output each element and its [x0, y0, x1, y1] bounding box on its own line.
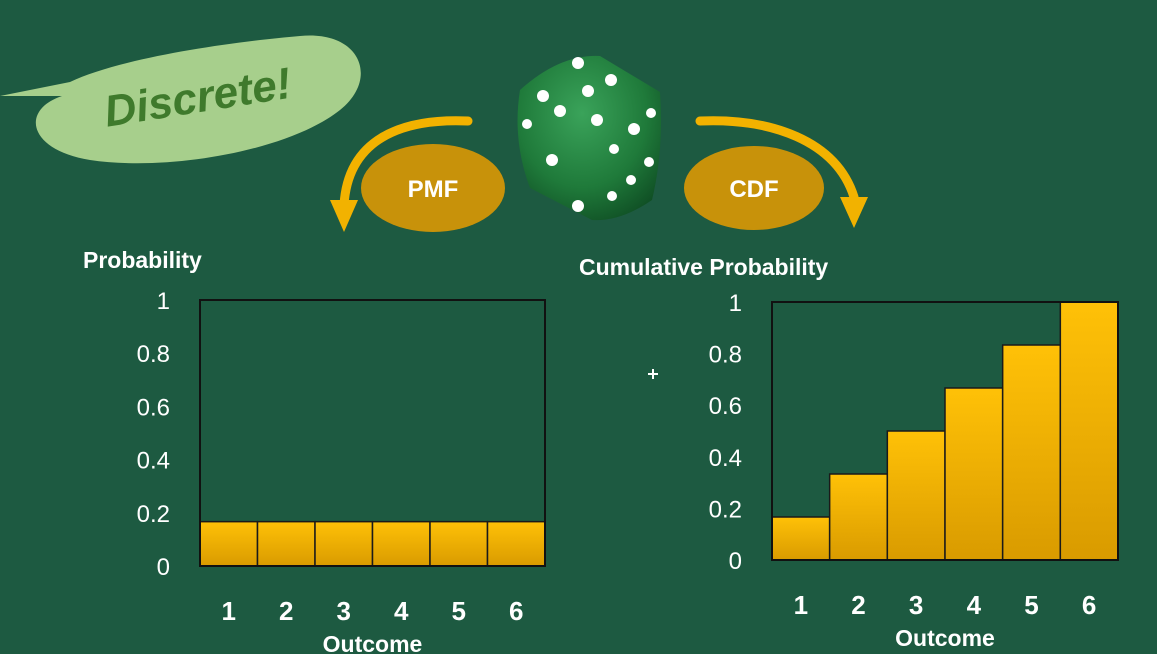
y-tick-label: 0: [157, 554, 170, 581]
bar-3: [886, 430, 946, 561]
bar-6: [1059, 301, 1119, 561]
bar-4: [371, 520, 431, 567]
x-tick-label: 6: [509, 596, 523, 626]
x-axis-title: Outcome: [323, 631, 423, 654]
y-axis-title: Probability: [83, 247, 202, 273]
y-tick-label: 0.2: [137, 501, 170, 528]
x-tick-label: 4: [967, 590, 982, 620]
bar-6: [486, 520, 546, 567]
x-tick-label: 2: [279, 596, 293, 626]
y-tick-label: 0.8: [709, 342, 742, 369]
pmf-badge: PMF: [361, 144, 505, 232]
cdf-label: CDF: [729, 176, 778, 203]
x-tick-label: 2: [851, 590, 865, 620]
x-tick-label: 3: [337, 596, 351, 626]
x-axis-title: Outcome: [895, 625, 995, 651]
y-tick-label: 1: [729, 290, 742, 317]
y-tick-label: 1: [157, 288, 170, 315]
x-tick-label: 3: [909, 590, 923, 620]
x-tick-label: 5: [1024, 590, 1038, 620]
speech-bubble: Discrete!: [0, 35, 361, 164]
y-tick-label: 0.4: [137, 448, 170, 475]
crosshair-cursor-icon: [648, 369, 658, 379]
x-tick-label: 5: [452, 596, 466, 626]
x-tick-label: 4: [394, 596, 409, 626]
plot-frame: [771, 301, 1119, 561]
pmf-label: PMF: [408, 176, 459, 203]
die-icon: [517, 55, 661, 221]
pmf-chart: Probability 0 0.2 0.4 0.6 0.8 1 1 2 3 4 5 6 Outcome: [83, 247, 546, 654]
pmf-arrow-icon: [330, 116, 473, 232]
y-tick-label: 0.6: [709, 393, 742, 420]
speech-bubble-shape: [0, 35, 361, 164]
x-tick-label: 6: [1082, 590, 1096, 620]
bar-1: [771, 516, 831, 561]
cdf-chart: Cumulative Probability 0 0.2 0.4 0.6 0.8 1 1 2 3 4…: [579, 254, 1119, 651]
y-tick-label: 0.2: [709, 496, 742, 523]
plot-frame: [199, 299, 546, 567]
cdf-badge: CDF: [684, 146, 824, 230]
bar-2: [256, 520, 316, 567]
x-tick-label: 1: [222, 596, 236, 626]
y-tick-label: 0: [729, 548, 742, 575]
bar-4: [944, 387, 1004, 561]
bar-5: [1001, 344, 1062, 561]
bar-3: [314, 520, 374, 567]
y-tick-label: 0.8: [137, 341, 170, 368]
x-tick-label: 1: [794, 590, 808, 620]
y-tick-label: 0.6: [137, 394, 170, 421]
bar-1: [199, 520, 259, 567]
bar-5: [429, 520, 489, 567]
cdf-arrow-icon: [695, 116, 868, 228]
y-tick-label: 0.4: [709, 445, 742, 472]
bar-2: [828, 473, 889, 561]
y-axis-title: Cumulative Probability: [579, 254, 828, 280]
